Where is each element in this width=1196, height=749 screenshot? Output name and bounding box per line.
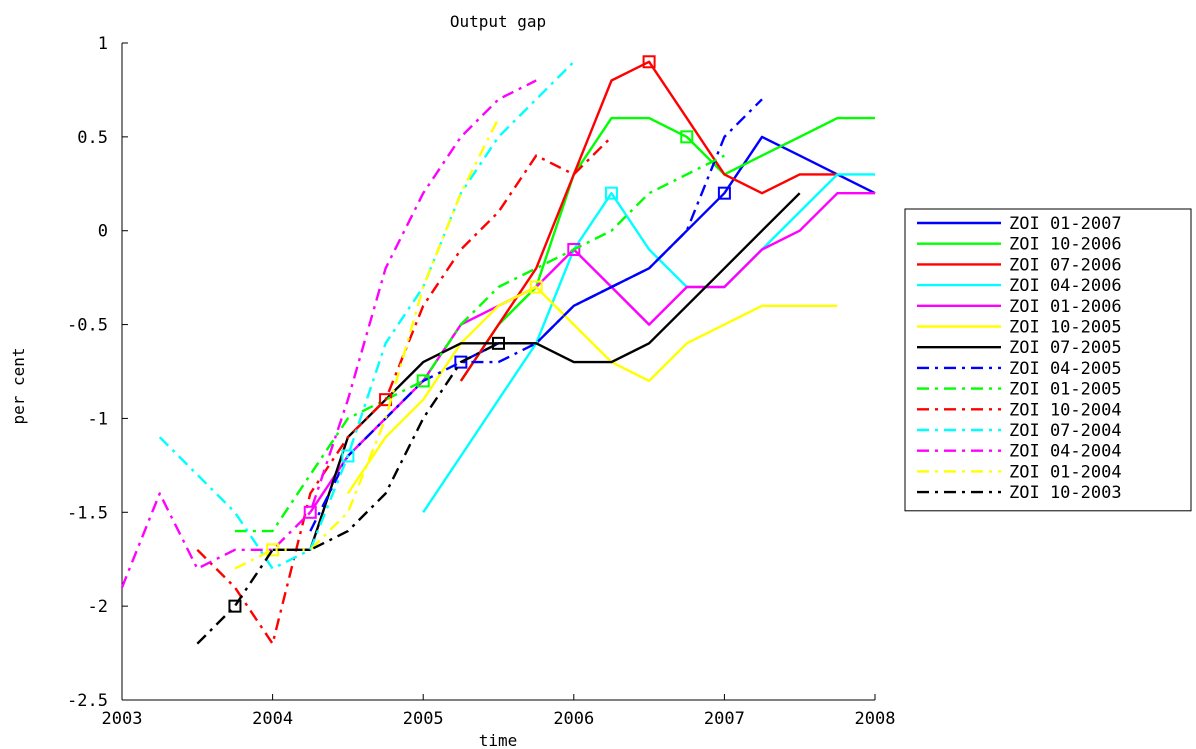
series-line-0 [460, 135, 876, 364]
series-line-13 [196, 342, 500, 645]
legend-label-4: ZOI 01-2006 [1009, 297, 1122, 317]
y-axis-label: per cent [9, 347, 28, 424]
y-tick-label: -1.5 [67, 503, 108, 523]
x-tick-label: 2003 [102, 709, 143, 729]
x-tick-label: 2006 [553, 709, 594, 729]
series-marker-3 [604, 186, 618, 200]
legend-label-12: ZOI 01-2004 [1009, 462, 1122, 482]
legend-label-5: ZOI 10-2005 [1009, 318, 1122, 338]
legend-label-8: ZOI 01-2005 [1009, 380, 1122, 400]
legend-label-13: ZOI 10-2003 [1009, 483, 1122, 503]
legend-label-10: ZOI 07-2004 [1009, 421, 1122, 441]
legend-label-7: ZOI 04-2005 [1009, 359, 1122, 379]
series-marker-5 [529, 280, 543, 294]
legend-label-6: ZOI 07-2005 [1009, 338, 1122, 358]
y-tick-label: -2 [88, 597, 108, 617]
y-tick-label: 1 [98, 34, 108, 54]
series-line-5 [346, 285, 838, 495]
x-axis-label: time [479, 731, 518, 749]
series-marker-2 [642, 55, 656, 69]
series-line-10 [158, 60, 575, 570]
chart-title: Output gap [450, 12, 546, 31]
series-line-7 [309, 98, 763, 532]
series-line-8 [234, 154, 725, 533]
x-tick-label: 2008 [855, 709, 896, 729]
series-line-11 [120, 79, 537, 588]
series-marker-13 [228, 599, 242, 613]
y-tick-label: -0.5 [67, 316, 108, 336]
series-line-4 [309, 191, 875, 513]
series-marker-11 [303, 505, 317, 519]
x-tick-label: 2005 [403, 709, 444, 729]
x-tick-label: 2007 [704, 709, 745, 729]
x-tick-label: 2004 [252, 709, 293, 729]
series-line-9 [196, 136, 613, 645]
y-tick-label: -2.5 [67, 691, 108, 711]
y-tick-label: 0 [98, 222, 108, 242]
series-line-3 [422, 173, 875, 513]
legend-label-11: ZOI 04-2004 [1009, 442, 1122, 462]
series-layer [120, 55, 876, 645]
series-marker-6 [492, 336, 505, 350]
legend-label-1: ZOI 10-2006 [1009, 235, 1122, 255]
legend-label-0: ZOI 01-2007 [1009, 214, 1122, 234]
legend-box [904, 208, 1192, 512]
series-marker-4 [567, 242, 581, 256]
legend-label-3: ZOI 04-2006 [1009, 276, 1122, 296]
series-marker-8 [416, 374, 430, 388]
series-line-2 [459, 60, 838, 382]
axes: 2003 2004 2005 2006 2007 2008 -2.5 -2 -1.5 -1 -0.5… [67, 34, 895, 729]
legend-label-9: ZOI 10-2004 [1009, 400, 1122, 420]
y-tick-label: 0.5 [77, 128, 108, 148]
series-line-6 [272, 192, 801, 551]
series-marker-1 [680, 130, 694, 144]
series-marker-10 [341, 449, 355, 463]
series-marker-0 [717, 186, 731, 200]
legend-label-2: ZOI 07-2006 [1009, 255, 1122, 275]
y-tick-label: -1 [88, 409, 108, 429]
series-marker-7 [454, 355, 468, 369]
